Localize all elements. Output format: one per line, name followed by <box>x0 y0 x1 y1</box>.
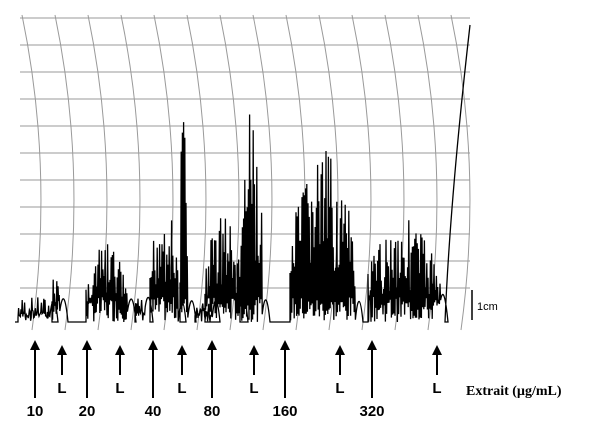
arrow-label: 320 <box>359 403 384 420</box>
arrow-head <box>82 340 92 350</box>
grid-arc <box>21 14 42 331</box>
arrow-label: 40 <box>145 403 162 420</box>
arrow-label-l: L <box>115 380 124 397</box>
arrow-head <box>57 345 67 355</box>
grid-arc <box>351 14 372 331</box>
arrow-head <box>30 340 40 350</box>
arrow-head <box>177 345 187 355</box>
arrow-head <box>367 340 377 350</box>
arrows: 10 L 20 L 40 L 80 L 160 L 320 L <box>27 340 442 420</box>
axis-label: Extrait (µg/mL) <box>466 384 562 399</box>
grid-arc <box>186 14 207 331</box>
arrow-head <box>335 345 345 355</box>
arrow-label-l: L <box>432 380 441 397</box>
trace-line <box>15 24 471 323</box>
arrow-label: 80 <box>204 403 221 420</box>
arrow-label-l: L <box>177 380 186 397</box>
grid-arc <box>120 14 141 331</box>
arrow-label: 160 <box>272 403 297 420</box>
arrow-head <box>432 345 442 355</box>
arrow-head <box>148 340 158 350</box>
arrow-label-l: L <box>335 380 344 397</box>
arrow-label: 10 <box>27 403 44 420</box>
arrow-label-l: L <box>57 380 66 397</box>
scale-bar-label: 1cm <box>477 301 498 313</box>
arrow-label-l: L <box>249 380 258 397</box>
arrow-head <box>280 340 290 350</box>
arrow-head <box>249 345 259 355</box>
recording-trace <box>15 24 471 323</box>
arrow-label: 20 <box>79 403 96 420</box>
arrow-head <box>207 340 217 350</box>
grid-arc <box>450 14 471 331</box>
grid-arc <box>252 14 273 331</box>
grid-arc <box>54 14 75 331</box>
arrow-head <box>115 345 125 355</box>
